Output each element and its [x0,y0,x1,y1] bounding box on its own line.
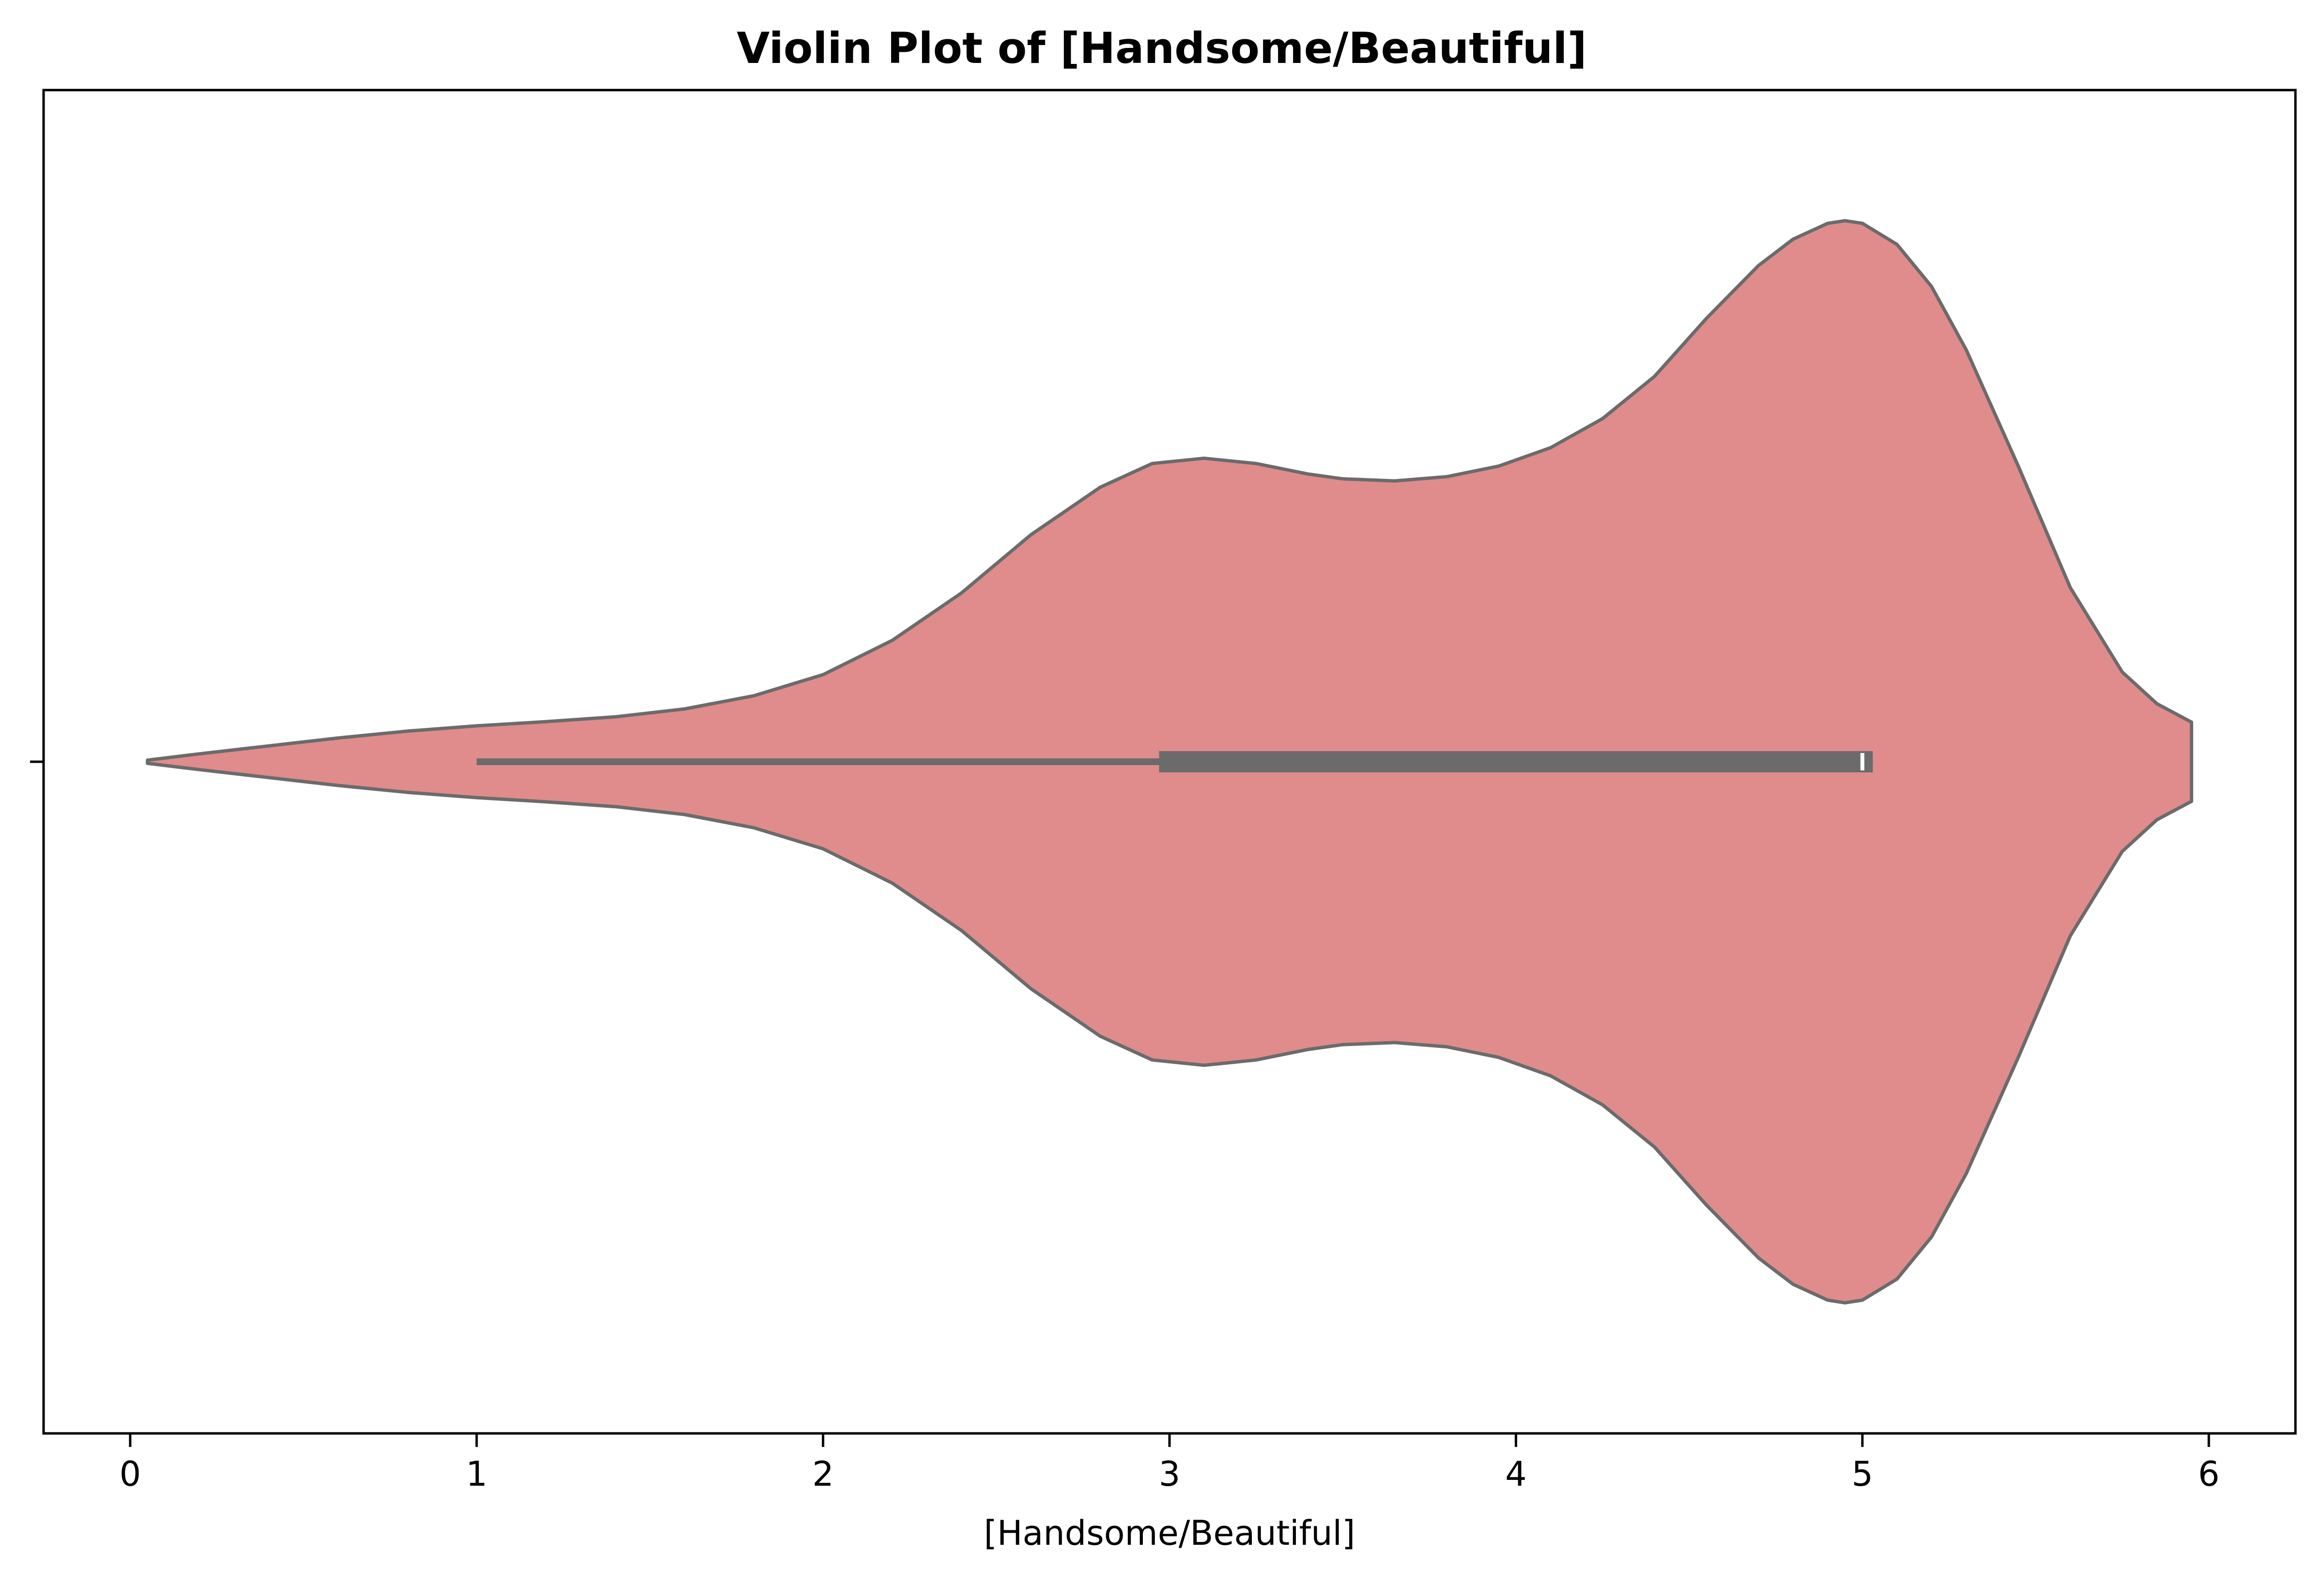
x-tick-label: 0 [120,1454,141,1494]
x-tick-label: 1 [466,1454,488,1494]
box-layer [477,751,1873,772]
x-tick-label: 6 [2198,1454,2220,1494]
iqr-box [1159,751,1873,772]
x-tick-label: 3 [1159,1454,1181,1494]
x-axis: 0 1 2 3 4 5 6 [120,1433,2220,1494]
x-axis-label: [Handsome/Beautiful] [984,1513,1355,1553]
chart-title: Violin Plot of [Handsome/Beautiful] [737,23,1587,73]
x-tick-label: 2 [812,1454,834,1494]
x-tick-label: 5 [1851,1454,1873,1494]
x-tick-label: 4 [1505,1454,1527,1494]
